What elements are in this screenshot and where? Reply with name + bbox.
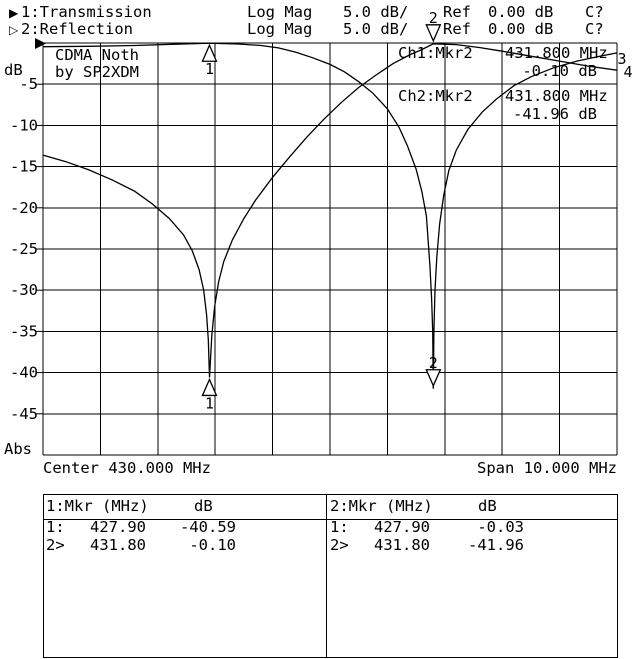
table-ch1-row1-db: -40.59 (180, 518, 236, 536)
edge-marker-3-label: 3 (617, 50, 626, 68)
svg-text:2: 2 (429, 9, 438, 27)
svg-text:1: 1 (205, 60, 214, 78)
trace-transmission (42, 43, 618, 378)
table-ch2-row1-freq: 427.90 (374, 518, 430, 536)
table-ch1-unit: dB (194, 497, 213, 515)
marker-1-ch2-symbol: 1 (201, 43, 218, 78)
ch1-readout-value: -0.10 dB (522, 62, 597, 80)
ch1-ref-value: 0.00 dB (488, 3, 554, 21)
table-ch1-row1-freq: 427.90 (90, 518, 146, 536)
ch2-marker-icon: ▷ (9, 23, 19, 37)
ch2-readout-value: -41.96 dB (513, 105, 597, 123)
graticule-grid (42, 42, 618, 456)
y-tick-label: -15 (10, 158, 38, 176)
table-ch2-row1-num: 1: (330, 518, 349, 536)
y-tick-label: -20 (10, 199, 38, 217)
ch2-measurement-label: 2:Reflection (21, 20, 133, 38)
table-ch1-row2-db: -0.10 (189, 536, 236, 554)
plot-title-line1: CDMA Noth (55, 46, 139, 64)
y-tick-label: -30 (10, 281, 38, 299)
marker-2-ch2-symbol: 2 (425, 354, 442, 388)
table-ch2-title: 2:Mkr (MHz) (330, 497, 433, 515)
ch2-readout-freq: 431.800 MHz (505, 87, 608, 105)
marker-1-ch1-symbol: 1 (201, 377, 218, 412)
marker-table-frame (43, 494, 618, 658)
y-axis-abs-label: Abs (4, 440, 32, 458)
svg-text:2: 2 (429, 354, 438, 372)
table-ch1-title: 1:Mkr (MHz) (46, 497, 149, 515)
ch1-format: Log Mag (247, 3, 313, 21)
ch2-format: Log Mag (247, 20, 313, 38)
ch1-readout-freq: 431.800 MHz (505, 44, 608, 62)
ch1-ref-label: Ref (443, 3, 471, 21)
trace-reflection (42, 42, 618, 389)
plot-title-line2: by SP2XDM (55, 63, 139, 81)
y-tick-label: -45 (10, 405, 38, 423)
marker-2-ch1-symbol: 2 (425, 9, 442, 43)
table-ch2-row2-num: 2> (330, 536, 349, 554)
table-ch2-row1-db: -0.03 (477, 518, 524, 536)
y-tick-label: -10 (10, 116, 38, 134)
y-tick-label: -40 (10, 364, 38, 382)
svg-text:1: 1 (205, 394, 214, 412)
y-tick-label: -35 (10, 322, 38, 340)
ch1-cal-status: C? (585, 3, 604, 21)
ch2-cal-status: C? (585, 20, 604, 38)
ch2-ref-label: Ref (443, 20, 471, 38)
ch1-measurement-label: 1:Transmission (21, 3, 152, 21)
center-frequency-label: Center 430.000 MHz (43, 459, 211, 477)
marker-table-divider (326, 494, 327, 658)
y-axis-unit-label: dB (4, 61, 23, 79)
ch1-scale: 5.0 dB/ (343, 3, 409, 21)
ch1-active-marker-icon: ▶ (9, 6, 19, 20)
table-ch1-row2-freq: 431.80 (90, 536, 146, 554)
ch1-readout-label: Ch1:Mkr2 (398, 44, 473, 62)
span-frequency-label: Span 10.000 MHz (477, 459, 617, 477)
ref-level-indicator-icon (35, 38, 46, 49)
table-ch1-row2-num: 2> (46, 536, 65, 554)
table-ch2-unit: dB (478, 497, 497, 515)
y-tick-label: -5 (19, 75, 38, 93)
ch2-ref-value: 0.00 dB (488, 20, 554, 38)
table-ch2-row2-db: -41.96 (468, 536, 524, 554)
ch2-scale: 5.0 dB/ (343, 20, 409, 38)
y-axis-ticks (36, 83, 43, 415)
edge-marker-4-label: 4 (623, 63, 632, 81)
table-ch1-row1-num: 1: (46, 518, 65, 536)
y-tick-label: -25 (10, 240, 38, 258)
table-ch2-row2-freq: 431.80 (374, 536, 430, 554)
ch2-readout-label: Ch2:Mkr2 (398, 87, 473, 105)
marker-table-header-separator (43, 519, 618, 520)
